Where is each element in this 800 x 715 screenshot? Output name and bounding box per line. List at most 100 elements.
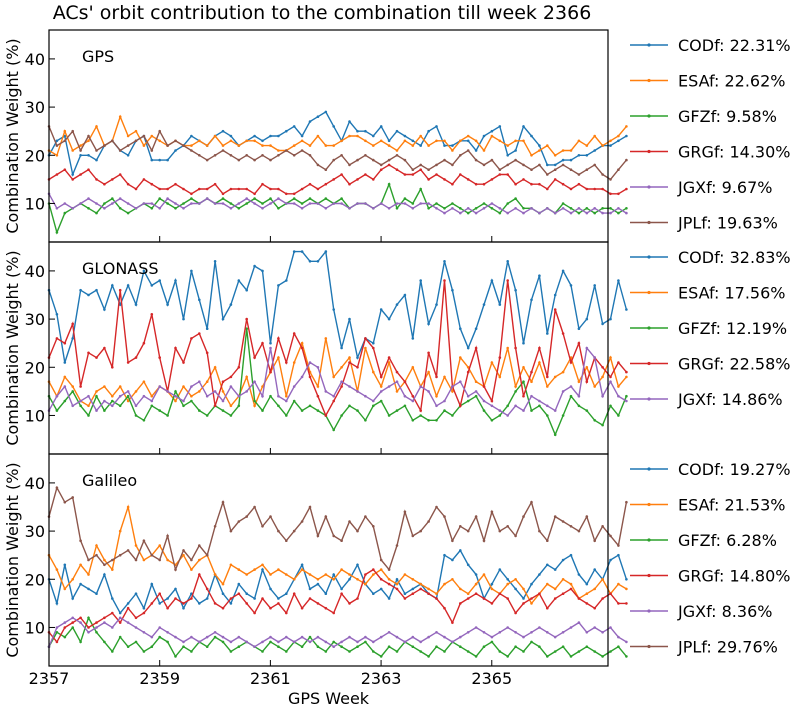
data-point <box>269 640 272 644</box>
data-point <box>490 207 494 210</box>
data-point <box>292 332 296 335</box>
data-point <box>546 606 549 610</box>
data-point <box>601 578 604 581</box>
data-point <box>190 197 193 200</box>
data-point <box>585 631 589 634</box>
data-point <box>593 207 596 210</box>
data-point <box>253 645 256 648</box>
data-point <box>482 182 486 186</box>
data-point <box>253 505 256 509</box>
data-point <box>182 385 185 388</box>
data-point <box>261 144 264 147</box>
data-point <box>522 207 525 210</box>
data-point <box>427 390 430 393</box>
data-point <box>553 635 557 639</box>
data-point <box>569 582 573 586</box>
data-point <box>55 626 59 629</box>
data-point <box>269 202 272 205</box>
data-point <box>103 558 106 562</box>
data-point <box>292 592 296 595</box>
data-point <box>111 399 114 403</box>
data-point <box>387 158 391 162</box>
data-point <box>403 134 407 138</box>
data-point <box>506 582 510 586</box>
data-point <box>411 168 415 171</box>
data-point <box>87 197 90 200</box>
data-point <box>538 346 541 350</box>
data-point <box>95 288 98 292</box>
data-point <box>111 202 114 205</box>
data-point <box>553 515 557 518</box>
data-point <box>95 211 98 215</box>
data-point <box>158 544 161 547</box>
data-point <box>617 635 620 639</box>
data-point <box>522 341 525 345</box>
data-point <box>166 197 169 200</box>
data-point <box>372 650 375 653</box>
legend-entry-grgf: GRGf: 14.30% <box>678 143 790 162</box>
data-point <box>277 404 280 408</box>
data-point <box>435 631 438 634</box>
data-point <box>593 385 596 388</box>
data-point <box>522 587 525 591</box>
data-point <box>490 202 494 205</box>
data-point <box>300 149 304 152</box>
data-point <box>134 626 138 629</box>
data-point <box>482 631 486 634</box>
data-point <box>300 341 304 345</box>
data-point <box>221 592 225 595</box>
series-line-jgxf <box>48 346 627 417</box>
data-point <box>395 154 399 157</box>
data-point <box>395 650 399 653</box>
data-point <box>348 120 351 123</box>
data-point <box>300 606 304 610</box>
data-point <box>229 650 233 653</box>
data-point <box>387 361 391 364</box>
data-point <box>324 337 328 340</box>
data-point <box>95 390 98 393</box>
data-point <box>530 207 533 210</box>
data-point <box>340 587 343 591</box>
data-point <box>474 582 478 586</box>
data-point <box>609 144 612 147</box>
data-point <box>546 539 549 542</box>
data-point <box>474 655 478 658</box>
data-point <box>459 380 462 384</box>
data-point <box>395 544 399 547</box>
data-point <box>419 529 423 533</box>
data-point <box>118 149 122 152</box>
panel-label: GLONASS <box>82 259 159 278</box>
data-point <box>395 390 399 393</box>
data-point <box>213 631 217 634</box>
data-point <box>340 385 343 388</box>
data-point <box>459 404 462 408</box>
data-point <box>593 356 596 359</box>
data-point <box>277 597 280 600</box>
data-point <box>103 346 106 350</box>
data-point <box>229 640 233 644</box>
data-point <box>435 303 438 306</box>
data-point <box>332 428 336 432</box>
data-point <box>111 568 114 571</box>
series-line-codf <box>48 110 627 177</box>
data-point <box>79 404 82 408</box>
data-point <box>103 616 106 620</box>
data-point <box>561 207 565 210</box>
legend-marker <box>647 502 651 507</box>
data-point <box>427 144 430 147</box>
data-point <box>95 125 98 128</box>
data-point <box>395 207 399 210</box>
data-point <box>411 202 415 205</box>
data-point <box>87 207 90 210</box>
data-point <box>617 207 620 210</box>
legend-marker <box>647 255 651 259</box>
data-point <box>459 645 462 648</box>
data-point <box>308 573 312 576</box>
data-point <box>142 419 146 422</box>
data-point <box>617 582 620 586</box>
data-point <box>348 404 351 408</box>
data-point <box>213 635 217 639</box>
data-point <box>87 573 90 576</box>
data-point <box>609 375 612 379</box>
legend-entry-gfzf: GFZf: 12.19% <box>678 319 787 338</box>
